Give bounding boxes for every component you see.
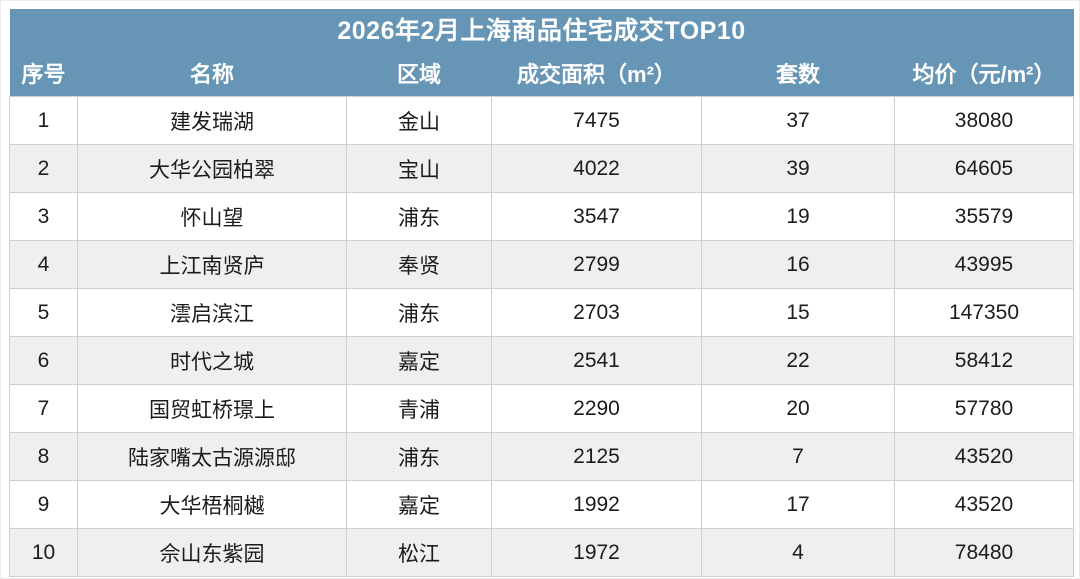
table-row: 10 佘山东紫园 松江 1972 4 78480 — [9, 528, 1074, 577]
table-header-row: 序号 名称 区域 成交面积（m²） 套数 均价（元/m²） — [9, 49, 1074, 97]
table-cell: 2541 — [491, 336, 702, 385]
table-cell: 松江 — [346, 528, 492, 577]
table-cell: 浦东 — [346, 288, 492, 337]
table-cell: 佘山东紫园 — [77, 528, 347, 577]
table-cell: 大华公园柏翠 — [77, 144, 347, 193]
table-row: 8 陆家嘴太古源源邸 浦东 2125 7 43520 — [9, 432, 1074, 481]
table-cell: 2799 — [491, 240, 702, 289]
table-cell: 7 — [701, 432, 895, 481]
table-cell: 大华梧桐樾 — [77, 480, 347, 529]
table-row: 6 时代之城 嘉定 2541 22 58412 — [9, 336, 1074, 385]
table-title-row: 2026年2月上海商品住宅成交TOP10 — [9, 9, 1074, 49]
table-cell: 2125 — [491, 432, 702, 481]
table-cell: 38080 — [894, 96, 1074, 145]
rank-cell: 1 — [9, 96, 78, 145]
table-cell: 4022 — [491, 144, 702, 193]
table-cell: 浦东 — [346, 432, 492, 481]
table-cell: 嘉定 — [346, 480, 492, 529]
table-title: 2026年2月上海商品住宅成交TOP10 — [9, 9, 1074, 49]
table-cell: 19 — [701, 192, 895, 241]
table-row: 3 怀山望 浦东 3547 19 35579 — [9, 192, 1074, 241]
table-cell: 2703 — [491, 288, 702, 337]
top10-table: 2026年2月上海商品住宅成交TOP10 序号 名称 区域 成交面积（m²） 套数 均价（… — [9, 9, 1074, 577]
table-cell: 43520 — [894, 480, 1074, 529]
rank-cell: 5 — [9, 288, 78, 337]
table-cell: 3547 — [491, 192, 702, 241]
table-cell: 国贸虹桥璟上 — [77, 384, 347, 433]
table-cell: 建发瑞湖 — [77, 96, 347, 145]
table-cell: 35579 — [894, 192, 1074, 241]
table-cell: 奉贤 — [346, 240, 492, 289]
rank-cell: 4 — [9, 240, 78, 289]
table-cell: 7475 — [491, 96, 702, 145]
table-body: 1 建发瑞湖 金山 7475 37 38080 2 大华公园柏翠 宝山 4022 39 64605 3 怀… — [9, 96, 1074, 577]
table-cell: 上江南贤庐 — [77, 240, 347, 289]
table-row: 1 建发瑞湖 金山 7475 37 38080 — [9, 96, 1074, 145]
table-cell: 43995 — [894, 240, 1074, 289]
table-cell: 58412 — [894, 336, 1074, 385]
table-cell: 1992 — [491, 480, 702, 529]
rank-cell: 6 — [9, 336, 78, 385]
rank-cell: 3 — [9, 192, 78, 241]
column-header: 套数 — [701, 49, 895, 97]
table-cell: 4 — [701, 528, 895, 577]
table-cell: 20 — [701, 384, 895, 433]
table-cell: 陆家嘴太古源源邸 — [77, 432, 347, 481]
rank-cell: 9 — [9, 480, 78, 529]
table-cell: 22 — [701, 336, 895, 385]
rank-cell: 10 — [9, 528, 78, 577]
table-row: 7 国贸虹桥璟上 青浦 2290 20 57780 — [9, 384, 1074, 433]
table-cell: 时代之城 — [77, 336, 347, 385]
table-row: 2 大华公园柏翠 宝山 4022 39 64605 — [9, 144, 1074, 193]
table-cell: 64605 — [894, 144, 1074, 193]
table-row: 5 澐启滨江 浦东 2703 15 147350 — [9, 288, 1074, 337]
table-cell: 怀山望 — [77, 192, 347, 241]
table-cell: 2290 — [491, 384, 702, 433]
rank-cell: 2 — [9, 144, 78, 193]
column-header: 区域 — [346, 49, 492, 97]
table-cell: 78480 — [894, 528, 1074, 577]
table-cell: 39 — [701, 144, 895, 193]
rank-cell: 8 — [9, 432, 78, 481]
column-header: 序号 — [9, 49, 78, 97]
table-row: 4 上江南贤庐 奉贤 2799 16 43995 — [9, 240, 1074, 289]
table-cell: 43520 — [894, 432, 1074, 481]
table-cell: 1972 — [491, 528, 702, 577]
table-cell: 浦东 — [346, 192, 492, 241]
table-row: 9 大华梧桐樾 嘉定 1992 17 43520 — [9, 480, 1074, 529]
table-cell: 青浦 — [346, 384, 492, 433]
table-cell: 147350 — [894, 288, 1074, 337]
table-cell: 57780 — [894, 384, 1074, 433]
column-header: 均价（元/m²） — [894, 49, 1074, 97]
column-header: 名称 — [77, 49, 347, 97]
rank-cell: 7 — [9, 384, 78, 433]
table-cell: 金山 — [346, 96, 492, 145]
column-header: 成交面积（m²） — [491, 49, 702, 97]
table-cell: 15 — [701, 288, 895, 337]
table-cell: 37 — [701, 96, 895, 145]
table-cell: 嘉定 — [346, 336, 492, 385]
table-cell: 澐启滨江 — [77, 288, 347, 337]
table-cell: 宝山 — [346, 144, 492, 193]
table-cell: 17 — [701, 480, 895, 529]
table-cell: 16 — [701, 240, 895, 289]
